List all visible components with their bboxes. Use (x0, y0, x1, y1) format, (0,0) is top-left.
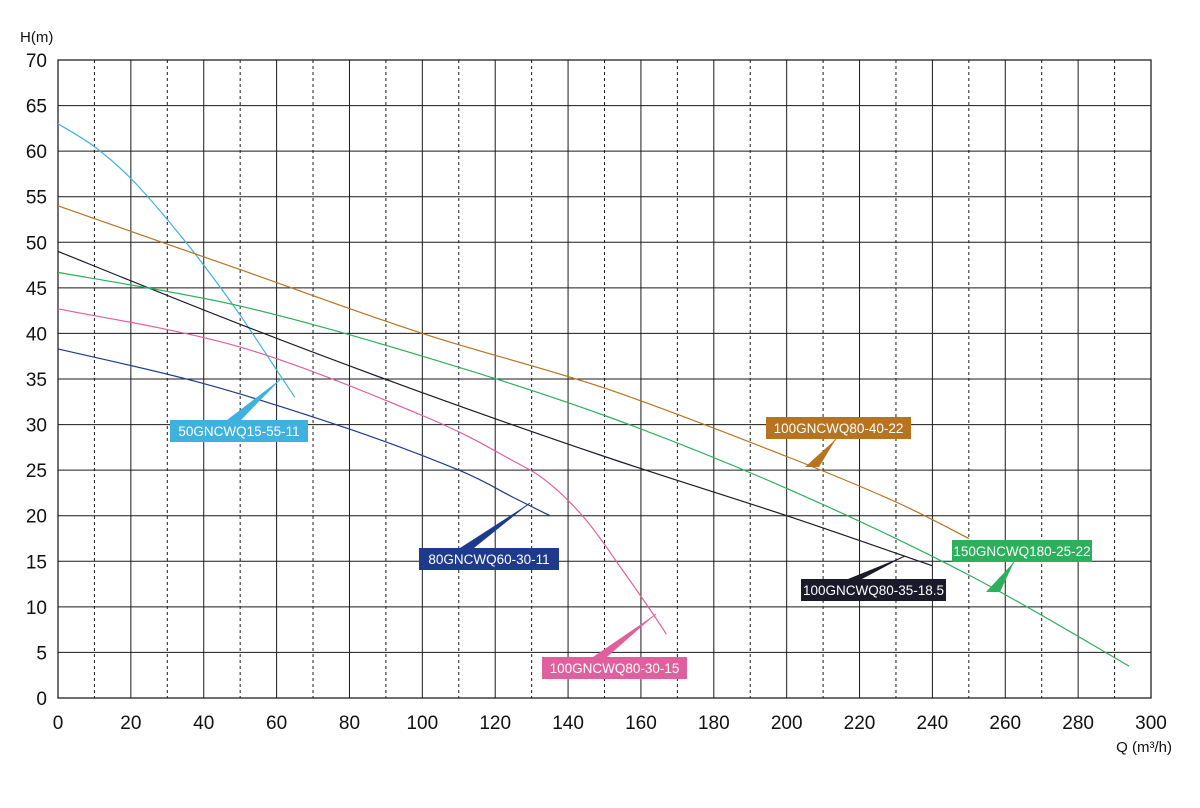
x-tick-label: 300 (1135, 713, 1167, 734)
callout-label: 100GNCWQ80-35-18.5 (803, 583, 944, 598)
callout-leader (992, 561, 1015, 593)
x-tick-label: 260 (989, 713, 1021, 734)
callout-150gncwq180-25-22: 150GNCWQ180-25-22 (952, 540, 1092, 593)
y-tick-label: 65 (26, 97, 47, 118)
y-tick-label: 30 (26, 416, 47, 437)
plot-frame (57, 59, 1152, 699)
callout-label: 100GNCWQ80-30-15 (550, 661, 680, 676)
y-tick-label: 15 (26, 552, 47, 573)
y-tick-label: 40 (26, 324, 47, 345)
callout-100gncwq80-35-18-5: 100GNCWQ80-35-18.5 (801, 555, 946, 601)
grid (58, 60, 1151, 698)
callout-box (170, 420, 308, 442)
x-tick-label: 240 (917, 713, 949, 734)
callout-pointer (848, 556, 905, 579)
callout-100gncwq80-30-15: 100GNCWQ80-30-15 (542, 613, 687, 679)
callouts: 50GNCWQ15-55-11 100GNCWQ80-40-22 100GNCWQ8… (170, 377, 1092, 679)
callout-leader (233, 377, 283, 421)
callout-label: 80GNCWQ60-30-11 (428, 552, 549, 567)
series-line-100gncwq80-30-15 (57, 308, 667, 635)
series-line-100gncwq80-40-22 (57, 205, 970, 540)
y-tick-label: 60 (26, 142, 47, 163)
series-line-150gncwq180-25-22 (57, 271, 1130, 667)
callout-pointer (986, 562, 1014, 592)
y-tick-labels: 0 5 10 15 20 25 30 35 40 45 50 55 60 65 70 (26, 51, 47, 710)
callout-leader (466, 502, 531, 549)
callout-leader (811, 438, 837, 468)
y-tick-label: 20 (26, 507, 47, 528)
callout-box (419, 548, 559, 570)
callout-box (952, 540, 1092, 562)
x-tick-label: 220 (844, 713, 876, 734)
y-axis-title: H(m) (20, 29, 53, 46)
y-tick-label: 0 (36, 689, 47, 710)
x-tick-label: 40 (193, 713, 214, 734)
series-line-100gncwq80-35-18-5 (57, 250, 933, 567)
x-tick-label: 60 (266, 713, 287, 734)
callout-pointer (460, 503, 530, 548)
x-tick-label: 0 (53, 713, 64, 734)
y-tick-label: 55 (26, 188, 47, 209)
x-tick-label: 20 (120, 713, 141, 734)
callout-pointer (805, 439, 836, 467)
y-tick-label: 25 (26, 461, 47, 482)
callout-box (766, 417, 911, 439)
x-axis-title: Q (m³/h) (1116, 739, 1172, 756)
callout-box (801, 579, 946, 601)
y-tick-label: 70 (26, 51, 47, 72)
callout-label: 50GNCWQ15-55-11 (178, 424, 299, 439)
callout-pointer (593, 614, 656, 657)
callout-label: 100GNCWQ80-40-22 (774, 421, 904, 436)
x-tick-label: 180 (698, 713, 730, 734)
callout-label: 150GNCWQ180-25-22 (953, 544, 1090, 559)
series-line-80gncwq60-30-11 (57, 348, 551, 517)
y-tick-label: 5 (36, 643, 47, 664)
x-tick-label: 160 (625, 713, 657, 734)
y-tick-label: 10 (26, 598, 47, 619)
x-tick-label: 100 (406, 713, 438, 734)
x-tick-label: 280 (1062, 713, 1094, 734)
y-tick-label: 35 (26, 370, 47, 391)
x-tick-label: 200 (771, 713, 803, 734)
callout-leader (599, 613, 657, 658)
callout-100gncwq80-40-22: 100GNCWQ80-40-22 (766, 417, 911, 468)
callout-leader (854, 555, 906, 580)
y-tick-label: 50 (26, 233, 47, 254)
x-tick-labels: 0 20 40 60 80 100 120 140 160 180 200 220 240 260 280 3… (53, 713, 1167, 734)
x-tick-label: 120 (479, 713, 511, 734)
callout-50gncwq15-55-11: 50GNCWQ15-55-11 (170, 377, 308, 442)
callout-80gncwq60-30-11: 80GNCWQ60-30-11 (419, 502, 559, 570)
series-line-50gncwq15-55-11 (57, 123, 296, 398)
callout-pointer (227, 378, 282, 420)
callout-box (542, 657, 687, 679)
series-lines (57, 123, 1130, 667)
x-tick-label: 80 (339, 713, 360, 734)
x-tick-label: 140 (552, 713, 584, 734)
y-tick-label: 45 (26, 279, 47, 300)
